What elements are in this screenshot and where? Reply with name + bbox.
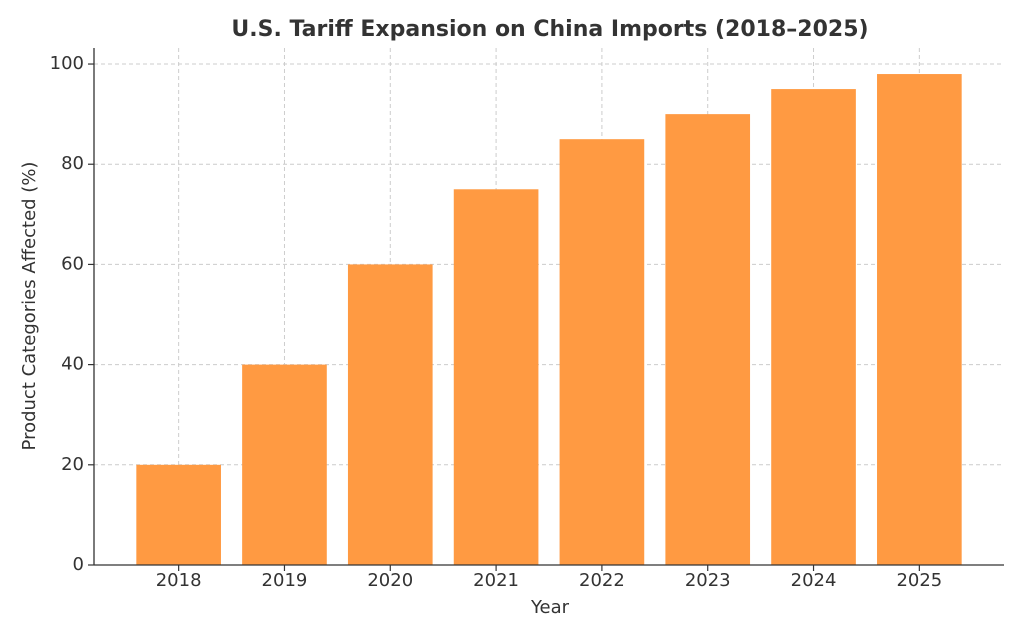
y-tick-label: 0 [73, 554, 84, 575]
bar [136, 464, 221, 565]
bar [453, 189, 539, 565]
y-axis-label: Product Categories Affected (%) [19, 162, 40, 451]
x-tick-label: 2020 [367, 570, 413, 591]
chart-title: U.S. Tariff Expansion on China Imports (… [231, 17, 868, 42]
x-tick-label: 2023 [685, 570, 731, 591]
x-tick-label: 2019 [262, 570, 308, 591]
y-tick-label: 40 [61, 354, 84, 375]
bar [771, 89, 856, 565]
y-tick-label: 80 [61, 153, 84, 174]
x-axis-label: Year [530, 597, 570, 618]
x-tick-label: 2021 [473, 570, 519, 591]
bar [242, 364, 327, 565]
bar [559, 139, 645, 565]
bar [877, 74, 962, 565]
y-tick-label: 60 [61, 253, 84, 274]
bar [665, 114, 751, 566]
y-tick-label: 20 [61, 454, 84, 475]
x-tick-label: 2022 [579, 570, 625, 591]
x-tick-label: 2025 [896, 570, 942, 591]
x-tick-label: 2018 [156, 570, 202, 591]
y-tick-label: 100 [50, 53, 84, 74]
bar [347, 264, 433, 565]
x-tick-label: 2024 [791, 570, 837, 591]
